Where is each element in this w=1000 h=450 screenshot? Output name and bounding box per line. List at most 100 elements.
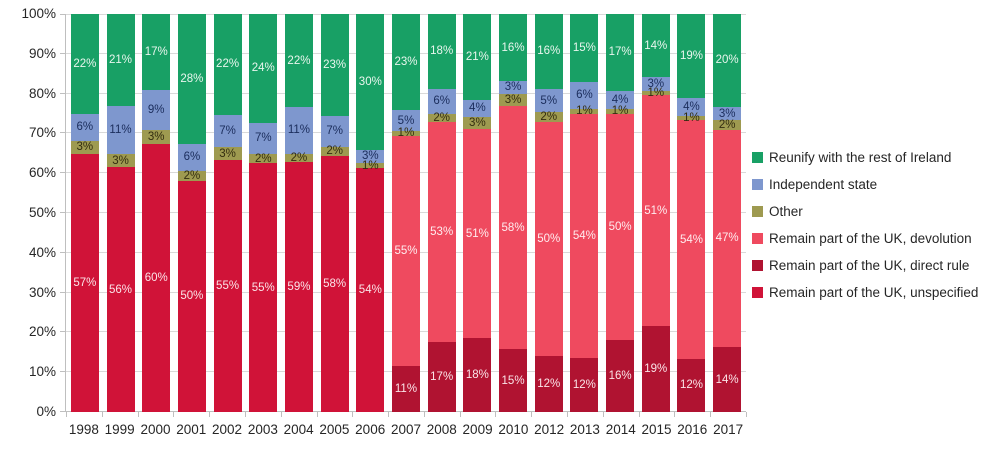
bar-segment-label: 16% bbox=[608, 369, 632, 382]
bar-segment-label: 5% bbox=[540, 94, 558, 107]
bar-segment: 17% bbox=[142, 14, 171, 91]
bar-segment: 15% bbox=[570, 14, 599, 82]
bar-segment: 50% bbox=[606, 113, 635, 340]
bar-segment-label: 4% bbox=[469, 102, 486, 115]
bar-segment: 11% bbox=[106, 105, 135, 154]
y-axis-label: 20% bbox=[28, 324, 56, 339]
bar-2000: 17% 9% 3% 60% bbox=[142, 14, 171, 412]
bar-slot: 16% 3% 3% 58% 15% bbox=[495, 14, 531, 412]
bar-slot: 23% 7% 2% 58% bbox=[317, 14, 353, 412]
bar-segment: 4% bbox=[677, 98, 706, 116]
bar-segment-label: 14% bbox=[715, 373, 739, 386]
bar-segment: 3% bbox=[499, 81, 528, 94]
bar-2001: 28% 6% 2% 50% bbox=[177, 14, 206, 412]
chart-legend: Reunify with the rest of Ireland Independ… bbox=[752, 144, 978, 306]
y-axis-label: 0% bbox=[36, 404, 56, 419]
y-axis-label: 30% bbox=[28, 285, 56, 300]
legend-swatch bbox=[752, 260, 763, 271]
bar-slot: 23% 5% 1% 55% 11% bbox=[388, 14, 424, 412]
bar-segment-label: 54% bbox=[358, 283, 382, 296]
bar-segment-label: 17% bbox=[144, 46, 168, 58]
bar-segment-label: 28% bbox=[180, 72, 204, 85]
bar-1998: 22% 6% 3% 57% bbox=[70, 14, 99, 412]
bar-segment-label: 23% bbox=[323, 58, 347, 71]
x-axis-label: 1999 bbox=[104, 422, 135, 437]
bar-segment-label: 12% bbox=[537, 377, 561, 390]
bar-segment-label: 3% bbox=[647, 78, 665, 91]
bar-segment-label: 15% bbox=[501, 374, 525, 387]
y-axis-tick bbox=[60, 212, 65, 213]
bar-segment: 12% bbox=[534, 355, 563, 412]
y-axis-tick bbox=[60, 172, 65, 173]
bar-slot: 22% 7% 3% 55% bbox=[210, 14, 246, 412]
bar-segment: 3% bbox=[70, 140, 99, 155]
x-axis-tick bbox=[461, 412, 497, 417]
bar-segment: 11% bbox=[284, 107, 313, 154]
bar-segment-label: 11% bbox=[287, 124, 311, 137]
bar-segment: 4% bbox=[606, 90, 635, 109]
legend-label: Reunify with the rest of Ireland bbox=[769, 150, 952, 165]
bar-segment-label: 58% bbox=[323, 277, 347, 290]
x-axis-tick bbox=[174, 412, 211, 417]
bar-segment: 21% bbox=[463, 14, 492, 101]
bar-segment: 11% bbox=[391, 365, 420, 412]
y-axis-tick bbox=[60, 331, 65, 332]
bar-2015: 14% 3% 1% 51% 19% bbox=[641, 14, 670, 412]
y-axis-label: 90% bbox=[28, 46, 56, 61]
bar-segment-label: 21% bbox=[465, 51, 489, 64]
bar-segment: 6% bbox=[427, 88, 456, 114]
bar-segment-label: 15% bbox=[572, 41, 596, 54]
x-axis-labels: 1998 1999 2000 2001 2002 2003 2004 2005 2006 2007… bbox=[66, 421, 746, 438]
bar-segment-label: 3% bbox=[219, 147, 236, 160]
bar-slot: 30% 3% 1% 54% bbox=[352, 14, 388, 412]
bar-2008: 18% 6% 2% 53% 17% bbox=[427, 14, 456, 413]
bar-2017: 20% 3% 2% 47% 14% bbox=[713, 14, 742, 413]
bar-segment: 2% bbox=[427, 112, 456, 124]
bar-segment-label: 23% bbox=[394, 56, 418, 69]
x-axis-tick bbox=[103, 412, 139, 417]
bar-segment: 59% bbox=[284, 162, 313, 413]
bar-segment-label: 6% bbox=[76, 121, 94, 134]
bar-segment-label: 20% bbox=[715, 54, 739, 67]
bar-segment: 7% bbox=[249, 122, 278, 155]
y-axis-tick bbox=[60, 292, 65, 293]
bar-segment-label: 55% bbox=[394, 244, 418, 257]
legend-label: Remain part of the UK, devolution bbox=[769, 231, 972, 246]
bar-segment: 54% bbox=[677, 120, 706, 359]
bar-segment: 7% bbox=[213, 114, 242, 147]
x-axis-tick bbox=[568, 412, 604, 417]
bar-segment: 16% bbox=[606, 339, 635, 412]
legend-item: Independent state bbox=[752, 171, 978, 198]
legend-label: Remain part of the UK, direct rule bbox=[769, 258, 970, 273]
bar-slot: 28% 6% 2% 50% bbox=[174, 14, 210, 412]
x-axis-label: 2002 bbox=[212, 422, 243, 437]
bar-2002: 22% 7% 3% 55% bbox=[213, 14, 242, 412]
bar-segment: 3% bbox=[641, 77, 670, 91]
bar-segment-label: 58% bbox=[501, 221, 525, 234]
bar-segment: 2% bbox=[320, 145, 349, 157]
x-axis-label: 2017 bbox=[713, 422, 744, 437]
bar-segment-label: 14% bbox=[644, 39, 668, 52]
bar-segment: 3% bbox=[213, 146, 242, 161]
bar-segment: 19% bbox=[677, 14, 706, 99]
y-axis-tick bbox=[60, 53, 65, 54]
bar-segment: 16% bbox=[534, 14, 563, 89]
bar-segment: 22% bbox=[284, 14, 313, 108]
bar-segment-label: 5% bbox=[397, 114, 415, 127]
x-axis-label: 2015 bbox=[641, 422, 672, 437]
bar-slot: 16% 5% 2% 50% 12% bbox=[531, 14, 567, 412]
legend-item: Remain part of the UK, devolution bbox=[752, 225, 978, 252]
bar-segment-label: 59% bbox=[287, 281, 311, 294]
y-axis-tick bbox=[60, 14, 65, 15]
legend-swatch bbox=[752, 206, 763, 217]
x-axis-tick bbox=[711, 412, 747, 417]
x-axis-label: 2009 bbox=[462, 422, 493, 437]
bar-slot: 17% 4% 1% 50% 16% bbox=[602, 14, 638, 412]
bar-slot: 17% 9% 3% 60% bbox=[138, 14, 174, 412]
bar-segment: 58% bbox=[320, 155, 349, 412]
bar-2005: 23% 7% 2% 58% bbox=[320, 14, 349, 412]
bar-segment: 2% bbox=[177, 170, 206, 182]
bar-segment-label: 55% bbox=[216, 280, 240, 293]
bar-segment: 54% bbox=[356, 167, 385, 412]
